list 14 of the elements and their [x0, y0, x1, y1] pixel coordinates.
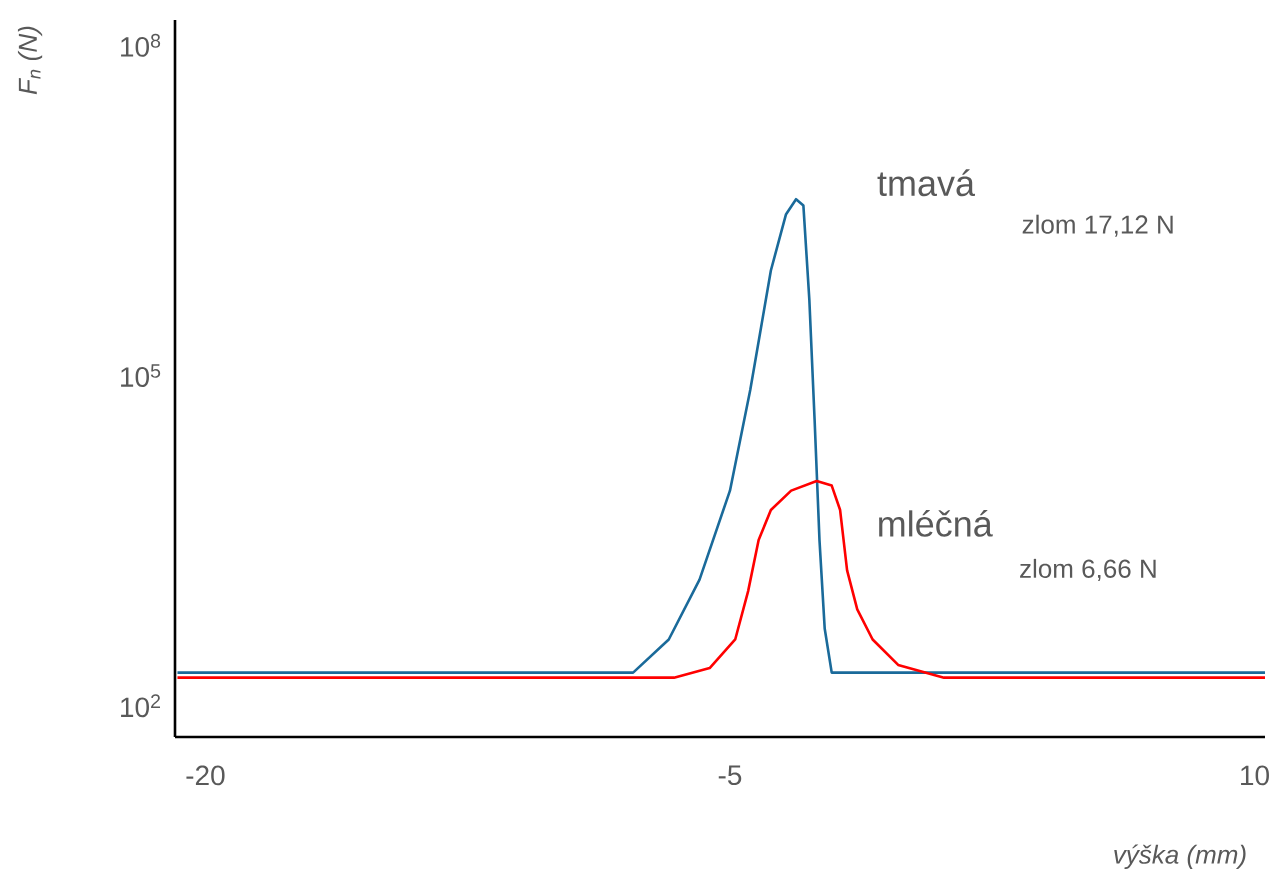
line-series: [176, 479, 1267, 679]
x-axis-title: výška (mm): [1114, 844, 1246, 870]
y-tick-label: 10$^{8}$: [121, 33, 161, 57]
x-tick-label: -20: [186, 765, 225, 786]
y-axis-title: F$_{n}$ (N): [17, 26, 43, 95]
x-tick-label: -5: [718, 765, 742, 786]
y-tick-label: 10$^{2}$: [121, 694, 160, 718]
text: tmavá: [877, 169, 976, 197]
annotation: zlom 6,66 N: [1020, 558, 1156, 582]
line-series: [176, 197, 1267, 674]
x-tick-label: 10: [1241, 765, 1269, 786]
annotation: zlom 17,12 N: [1022, 214, 1173, 237]
y-tick-label: 10$^{5}$: [121, 364, 161, 387]
series-label: mléčná: [879, 509, 993, 537]
